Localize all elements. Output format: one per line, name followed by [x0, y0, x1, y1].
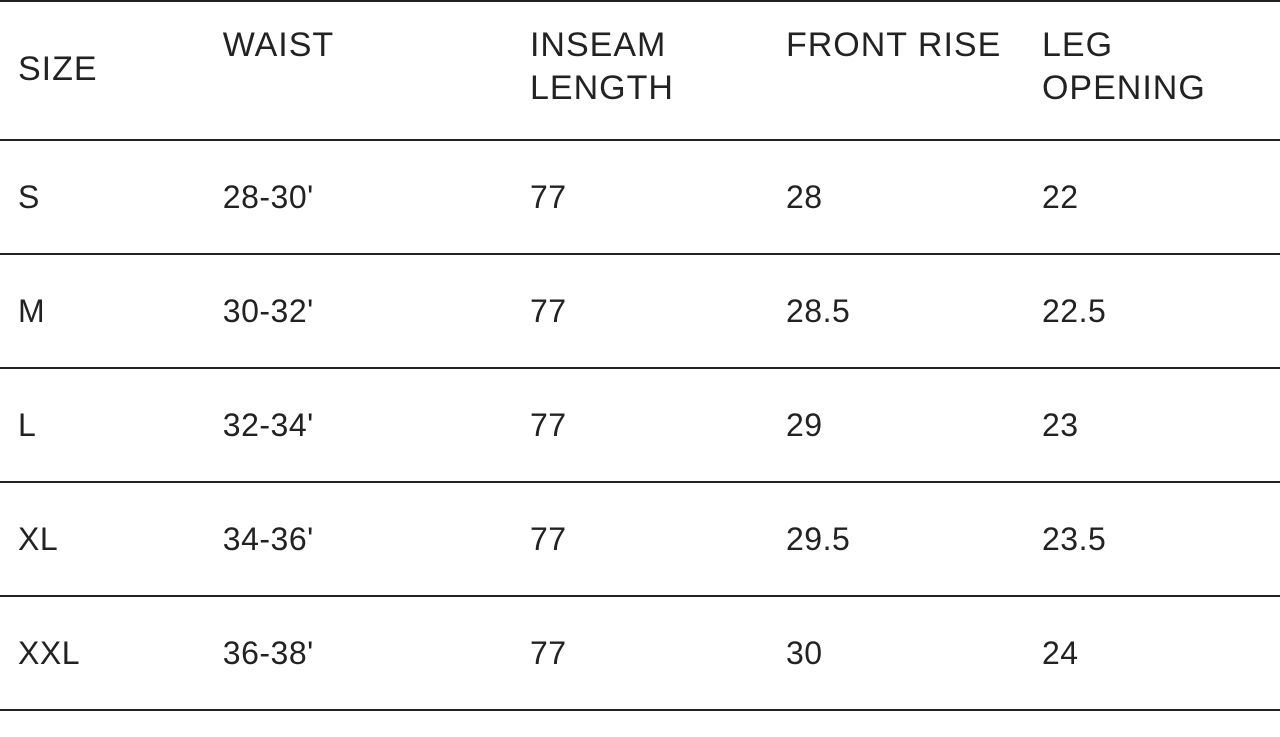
cell-size: M	[0, 254, 205, 368]
cell-leg-opening: 22	[1024, 140, 1280, 254]
cell-front-rise: 30	[768, 596, 1024, 710]
table-header-row: SIZE WAIST INSEAM LENGTH FRONT RISE LEG …	[0, 1, 1280, 140]
cell-inseam: 77	[512, 140, 768, 254]
cell-leg-opening: 23.5	[1024, 482, 1280, 596]
header-size: SIZE	[0, 1, 205, 140]
cell-waist: 32-34'	[205, 368, 512, 482]
cell-front-rise: 28	[768, 140, 1024, 254]
cell-leg-opening: 24	[1024, 596, 1280, 710]
cell-front-rise: 29.5	[768, 482, 1024, 596]
cell-inseam: 77	[512, 596, 768, 710]
cell-size: L	[0, 368, 205, 482]
cell-waist: 28-30'	[205, 140, 512, 254]
cell-inseam: 77	[512, 482, 768, 596]
header-leg-opening: LEG OPENING	[1024, 1, 1280, 140]
table-row: M 30-32' 77 28.5 22.5	[0, 254, 1280, 368]
table-row: S 28-30' 77 28 22	[0, 140, 1280, 254]
table-row: L 32-34' 77 29 23	[0, 368, 1280, 482]
cell-size: XL	[0, 482, 205, 596]
size-chart-table: SIZE WAIST INSEAM LENGTH FRONT RISE LEG …	[0, 0, 1280, 711]
cell-size: S	[0, 140, 205, 254]
cell-front-rise: 28.5	[768, 254, 1024, 368]
header-inseam: INSEAM LENGTH	[512, 1, 768, 140]
cell-waist: 30-32'	[205, 254, 512, 368]
cell-waist: 34-36'	[205, 482, 512, 596]
header-front-rise: FRONT RISE	[768, 1, 1024, 140]
cell-size: XXL	[0, 596, 205, 710]
table-row: XXL 36-38' 77 30 24	[0, 596, 1280, 710]
cell-front-rise: 29	[768, 368, 1024, 482]
cell-inseam: 77	[512, 368, 768, 482]
cell-leg-opening: 23	[1024, 368, 1280, 482]
table-row: XL 34-36' 77 29.5 23.5	[0, 482, 1280, 596]
cell-waist: 36-38'	[205, 596, 512, 710]
header-waist: WAIST	[205, 1, 512, 140]
cell-inseam: 77	[512, 254, 768, 368]
cell-leg-opening: 22.5	[1024, 254, 1280, 368]
